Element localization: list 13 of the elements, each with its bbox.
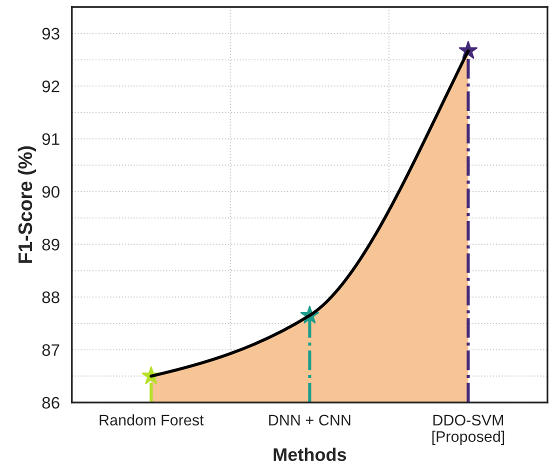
x-tick-label: DNN + CNN	[269, 414, 350, 426]
y-tick-label: 91	[42, 133, 60, 146]
x-tick-label: DDO-SVM [Proposed]	[432, 414, 504, 445]
y-tick-label: 92	[42, 80, 60, 92]
x-tick-label: Random Forest	[100, 414, 204, 426]
y-tick-label: 90	[42, 186, 60, 198]
y-tick-label: 93	[42, 28, 60, 40]
y-tick-label: 88	[42, 291, 60, 304]
y-tick-label: 89	[42, 238, 60, 250]
y-tick-label: 87	[42, 344, 60, 356]
y-axis-title: F1-Score (%)	[18, 146, 36, 263]
y-tick-label: 86	[42, 396, 60, 409]
x-axis-title: Methods	[274, 448, 346, 462]
